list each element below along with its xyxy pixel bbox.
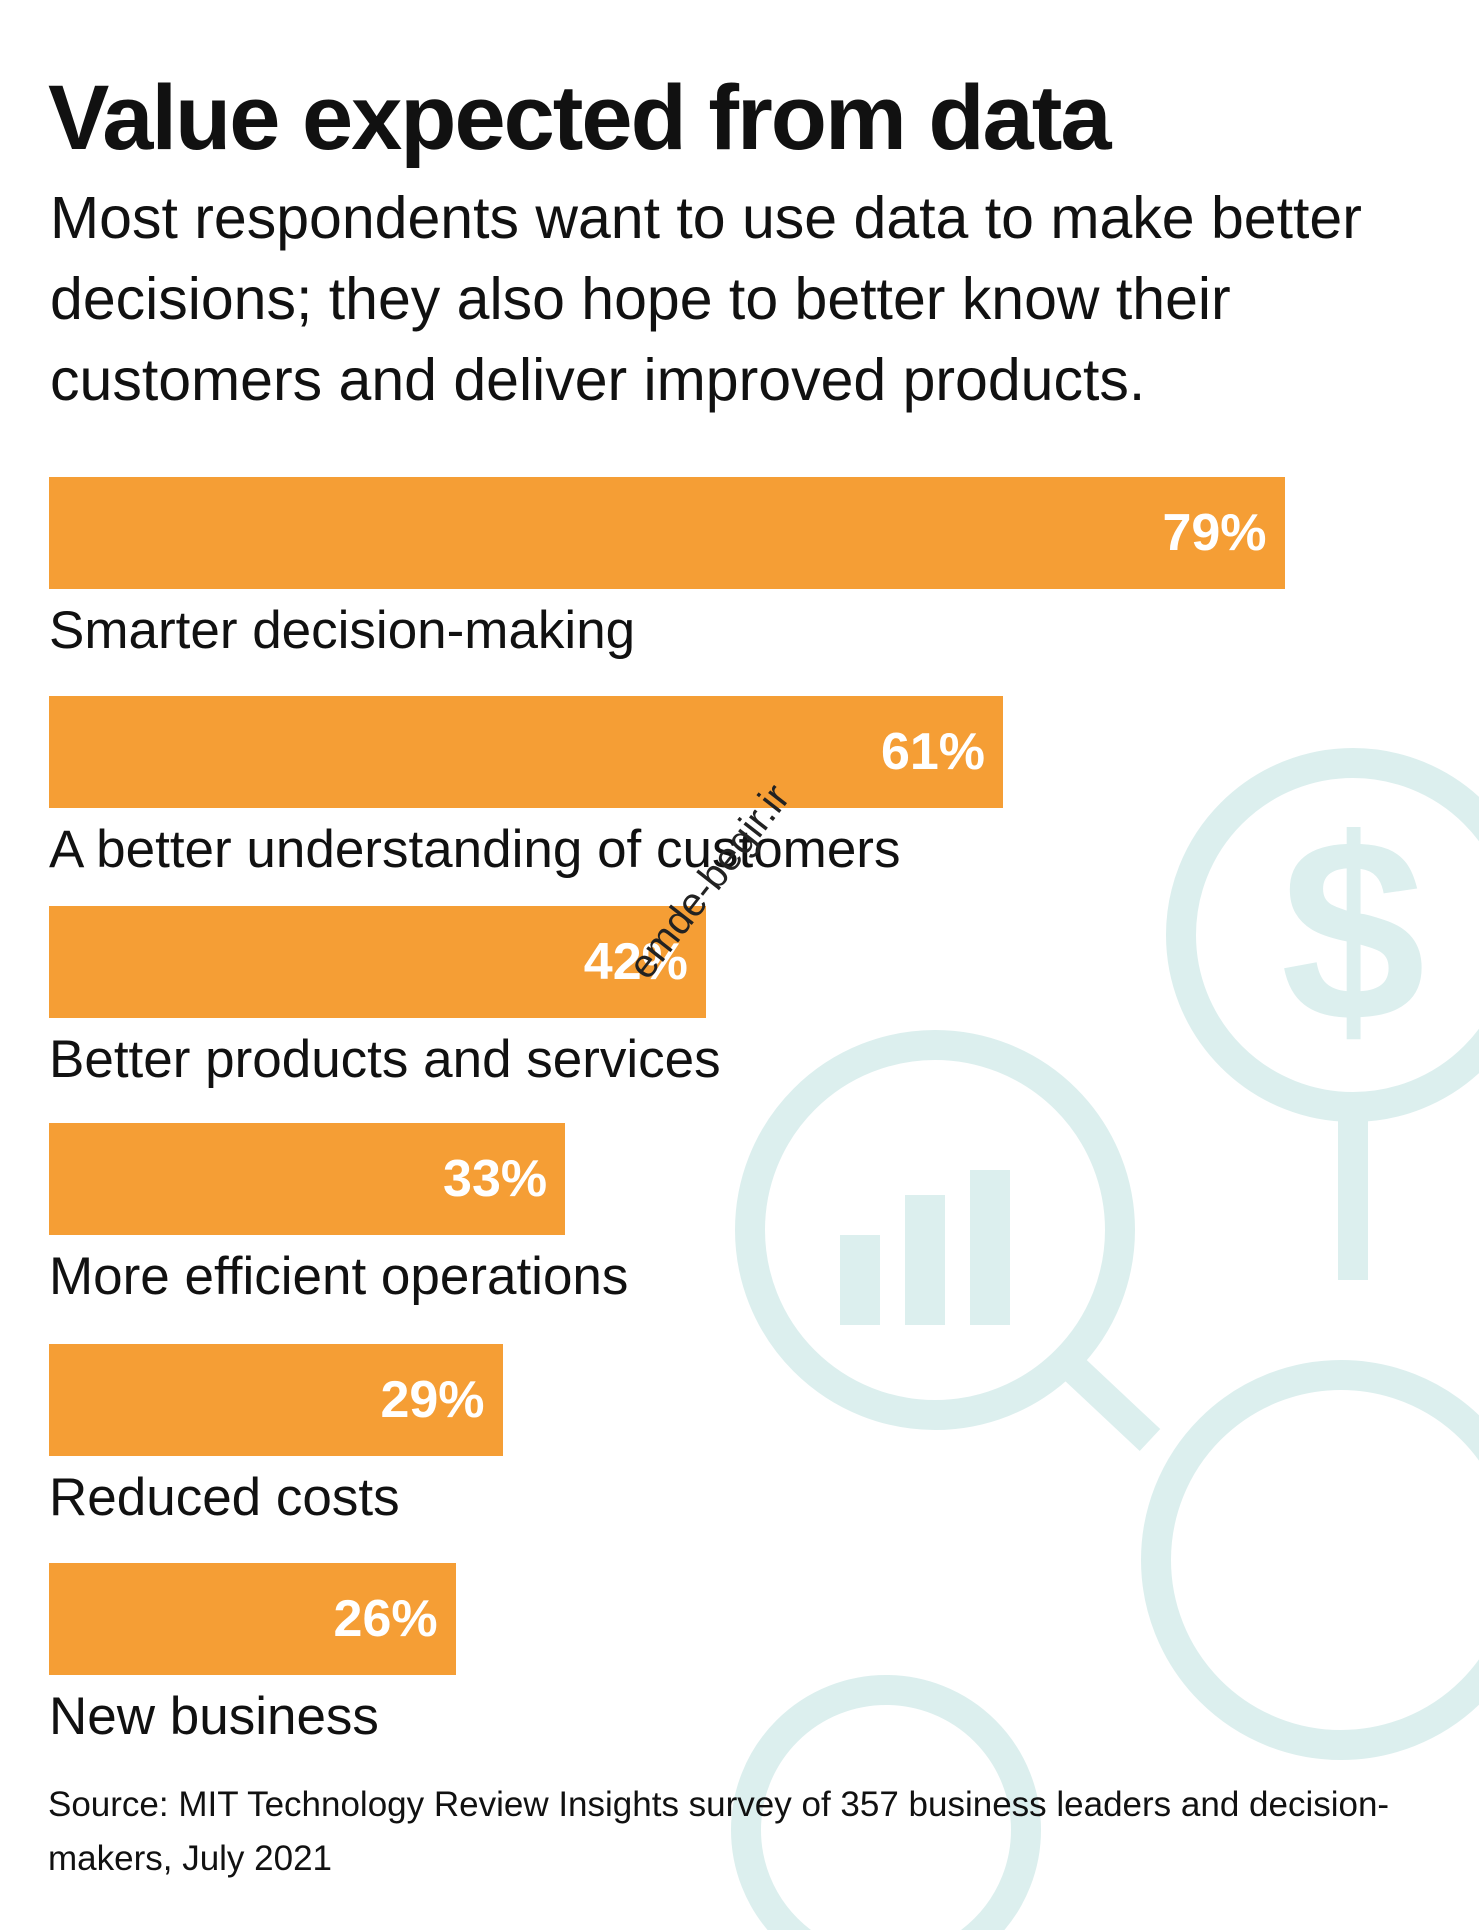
bar: 79% bbox=[49, 477, 1285, 589]
value-label: 33% bbox=[443, 1150, 548, 1208]
value-label: 26% bbox=[333, 1590, 438, 1648]
chart-subtitle: Most respondents want to use data to mak… bbox=[50, 185, 1362, 413]
category-label: Smarter decision-making bbox=[49, 601, 636, 660]
category-label: More efficient operations bbox=[49, 1247, 629, 1306]
category-label: New business bbox=[49, 1687, 379, 1746]
bar: 61% bbox=[49, 696, 1004, 808]
bar: 42% bbox=[49, 906, 706, 1018]
source-note: Source: MIT Technology Review Insights s… bbox=[48, 1785, 1390, 1878]
category-label: Better products and services bbox=[49, 1030, 721, 1089]
value-label: 61% bbox=[880, 723, 986, 781]
value-label: 42% bbox=[583, 933, 688, 991]
chart-title: Value expected from data bbox=[48, 67, 1112, 169]
value-label: 29% bbox=[380, 1371, 485, 1429]
category-label: A better understanding of customers bbox=[49, 820, 901, 879]
bar: 29% bbox=[49, 1344, 503, 1456]
bar: 33% bbox=[49, 1123, 566, 1235]
value-label: 79% bbox=[1162, 504, 1267, 562]
bar: 26% bbox=[49, 1563, 456, 1675]
category-label: Reduced costs bbox=[49, 1468, 400, 1527]
svg-text:$: $ bbox=[1281, 786, 1426, 1076]
